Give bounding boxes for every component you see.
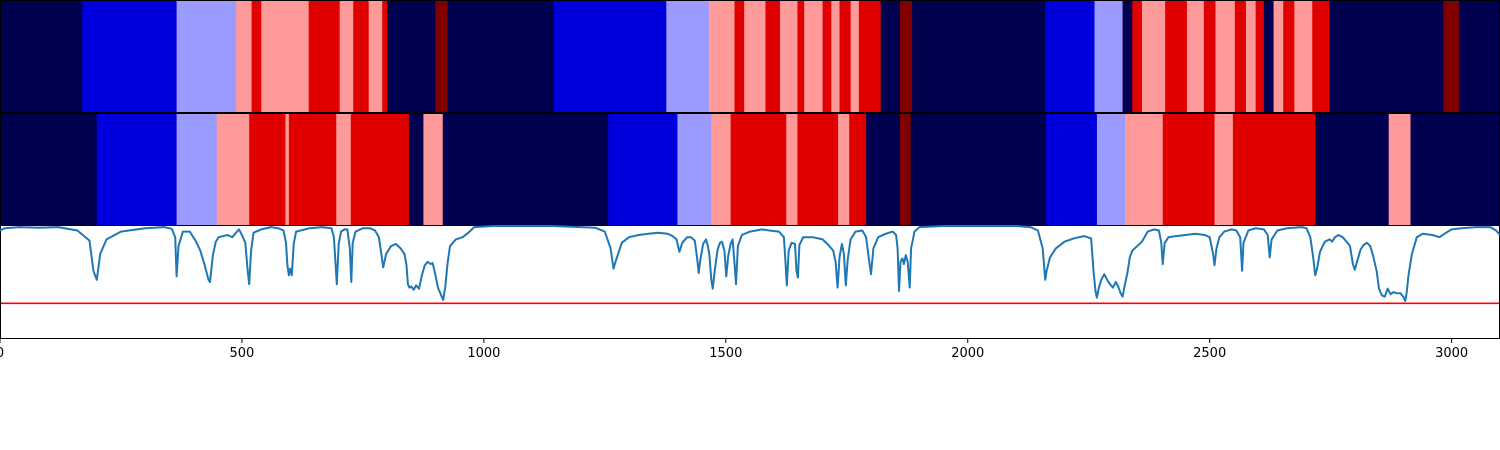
heatmap-segment [435,1,449,112]
heatmap-segment [797,114,839,225]
heatmap-segment [1162,114,1216,225]
heatmap-segment [442,114,609,225]
heatmap-segment [1141,1,1166,112]
heatmap-segment [831,1,841,112]
heatmap-segment [1329,1,1444,112]
heatmap-segment [849,114,867,225]
heatmap-segment [1443,1,1460,112]
heatmap-segment [1294,1,1313,112]
heatmap-segment [1232,114,1316,225]
heatmap-segment [1315,114,1390,225]
heatmap-segment [900,1,913,112]
x-tick-label: 2000 [951,346,984,361]
heatmap-segment [382,1,388,112]
heatmap-segment [368,1,383,112]
heatmap-segment [423,114,444,225]
x-tick-label: 1000 [467,346,500,361]
x-axis: 0 500 1000 1500 2000 2500 3000 [0,338,1468,361]
heatmap-segment [236,1,253,112]
heatmap-segment [797,1,805,112]
heatmap-segment [786,114,799,225]
heatmap-segment [838,114,850,225]
heatmap-segment [1388,114,1412,225]
heatmap-segment [880,1,901,112]
heatmap-segment [82,1,178,112]
heatmap-segment [1094,1,1124,112]
x-tick-label: 3000 [1435,346,1468,361]
heatmap-segment [822,1,832,112]
heatmap-segment [708,1,736,112]
heatmap-segment [1283,1,1295,112]
heatmap-segment [353,1,370,112]
heatmap-segment [1245,1,1257,112]
heatmap-segment [1203,1,1217,112]
heatmap-segment [734,1,745,112]
series-line [0,225,1500,302]
heatmap-segment [285,114,290,225]
heatmap-panel-top [0,0,1500,113]
line-panel-frame [0,225,1500,339]
heatmap-segment [1045,1,1096,112]
heatmap-segment [176,1,237,112]
heatmap-segment [666,1,710,112]
heatmap-segment [350,114,410,225]
heatmap-segment [308,1,341,112]
x-tick-label: 500 [230,346,255,361]
heatmap-segment [850,1,860,112]
heatmap-segment [910,114,1047,225]
heatmap-segment [288,114,337,225]
heatmap-segment [1263,1,1275,112]
heatmap-segment [447,1,555,112]
heatmap-segment [408,114,424,225]
heatmap-segment [261,1,310,112]
heatmap-segment [744,1,767,112]
heatmap-segment [96,114,178,225]
heatmap-segment [804,1,824,112]
heatmap-segment [1165,1,1188,112]
x-tick-label: 0 [0,346,4,361]
heatmap-segment [730,114,787,225]
heatmap-segment [839,1,852,112]
heatmap-segment [1410,114,1500,225]
heatmap-segment [912,1,1046,112]
heatmap-segment [858,1,882,112]
heatmap-segment [0,114,98,225]
heatmap-segment [387,1,437,112]
heatmap-segment [711,114,732,225]
heatmap-segment [176,114,218,225]
heatmap-segment [1234,1,1247,112]
heatmap-segment [1273,1,1284,112]
heatmap-segment [339,1,354,112]
heatmap-segment [677,114,712,225]
heatmap-segment [1214,114,1234,225]
heatmap-segment [900,114,912,225]
heatmap-segment [1186,1,1205,112]
heatmap-panel-middle [0,113,1500,226]
heatmap-segment [780,1,799,112]
x-tick-label: 2500 [1193,346,1226,361]
heatmap-segment [1255,1,1265,112]
heatmap-segment [216,114,250,225]
heatmap-segment [1046,114,1098,225]
heatmap-segment [1215,1,1236,112]
heatmap-segment [1125,114,1164,225]
x-tick-label: 1500 [709,346,742,361]
heatmap-segment [554,1,667,112]
heatmap-segment [1312,1,1331,112]
heatmap-segment [866,114,901,225]
heatmap-segment [1458,1,1500,112]
heatmap-segment [249,114,287,225]
heatmap-segment [1132,1,1143,112]
heatmap-segment [765,1,781,112]
heatmap-segment [608,114,679,225]
heatmap-segment [1096,114,1126,225]
heatmap-segment [251,1,262,112]
heatmap-segment [336,114,352,225]
heatmap-segment [1122,1,1133,112]
heatmap-segment [0,1,83,112]
line-panel-bottom [0,225,1500,339]
